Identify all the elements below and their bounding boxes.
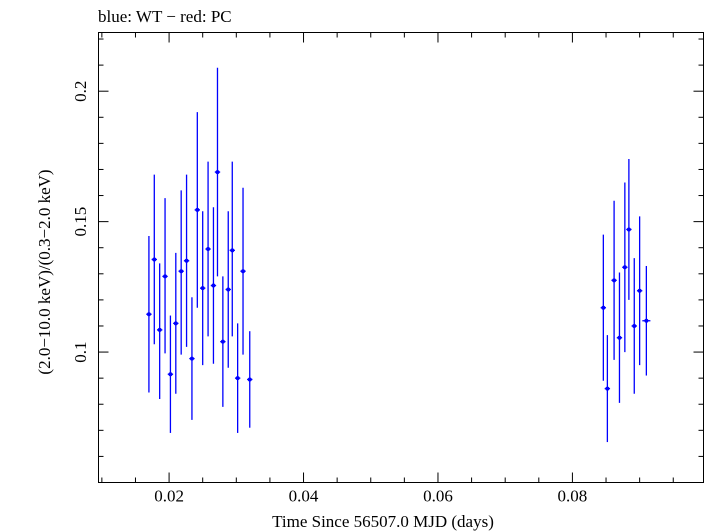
point-marker [179,269,184,274]
data-point [247,331,253,428]
y-tick-labels: 0.1 0.15 0.2 [71,81,90,363]
point-marker [220,339,225,344]
y-tick-label: 0.2 [71,81,90,102]
x-tick-label: 0.04 [289,487,319,506]
data-point [162,198,168,354]
x-tick-label: 0.06 [423,487,453,506]
data-point [156,263,163,400]
data-point [214,67,221,277]
data-point [240,187,246,355]
point-marker [247,377,252,382]
data-point [167,315,174,433]
point-marker [605,386,610,391]
data-point [220,276,226,407]
data-point [229,161,235,337]
point-marker [644,318,649,323]
data-point [642,265,651,376]
point-marker [206,247,211,252]
point-marker [622,265,627,270]
point-marker [612,278,617,283]
point-marker [189,356,194,361]
data-point [626,159,632,300]
point-marker [637,288,642,293]
chart-title: blue: WT − red: PC [98,7,232,26]
x-tick-labels: 0.02 0.04 0.06 0.08 [154,487,587,506]
data-point [210,207,217,364]
point-marker [230,248,235,253]
data-point [178,190,184,355]
point-marker [601,305,606,310]
data-point [225,211,231,368]
data-point [200,211,206,366]
data-point [600,234,607,381]
point-marker [173,321,178,326]
point-marker [632,323,637,328]
point-marker [235,376,240,381]
point-marker [617,335,622,340]
point-marker [626,227,631,232]
x-axis-label: Time Since 56507.0 MJD (days) [272,512,494,531]
data-point [631,258,637,394]
data-point [173,252,179,394]
point-marker [184,258,189,263]
point-marker [226,287,231,292]
data-point [622,182,628,353]
point-marker [157,327,162,332]
plot-frame [98,32,704,483]
y-tick-label: 0.1 [71,341,90,362]
data-point [604,335,611,443]
data-point [183,174,190,347]
axis-ticks [98,32,704,483]
data-point [189,297,195,420]
point-marker [241,269,246,274]
point-marker [168,372,173,377]
data-point [205,161,211,337]
data-point [611,200,617,360]
y-tick-label: 0.15 [71,207,90,237]
data-point [616,272,623,403]
data-point [194,112,201,308]
point-marker [215,170,220,175]
point-marker [211,283,216,288]
point-marker [195,207,200,212]
point-marker [200,286,205,291]
y-axis-label: (2.0−10.0 keV)/(0.3−2.0 keV) [35,169,54,374]
x-tick-label: 0.08 [558,487,588,506]
point-marker [163,274,168,279]
data-point [636,216,643,366]
x-tick-label: 0.02 [154,487,184,506]
data-marks [146,67,651,443]
point-marker [146,312,151,317]
data-point [146,235,152,393]
data-point [151,174,157,345]
point-marker [152,257,157,262]
data-point [234,323,241,433]
